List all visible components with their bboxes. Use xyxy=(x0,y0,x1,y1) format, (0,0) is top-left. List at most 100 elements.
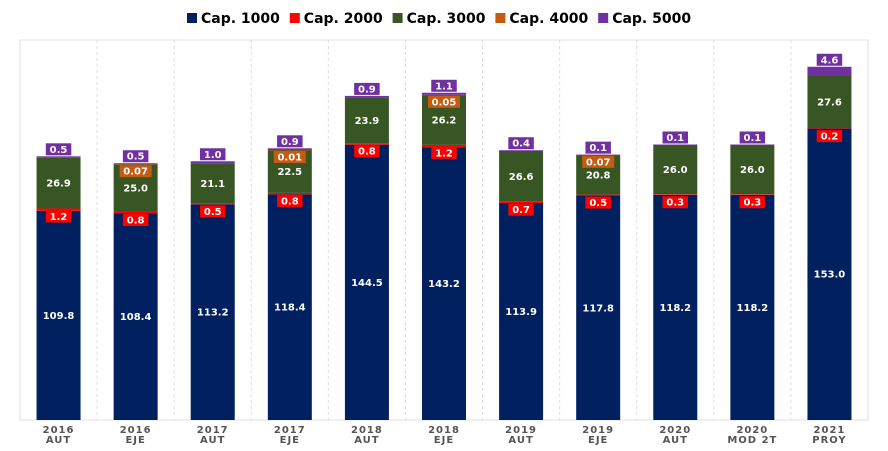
value-label: 0.5 xyxy=(127,152,145,163)
value-label: 0.7 xyxy=(512,205,530,216)
bar-segment xyxy=(113,164,158,165)
legend-label: Cap. 4000 xyxy=(509,11,588,27)
x-tick-label: AUT xyxy=(354,435,379,446)
value-label-box xyxy=(424,277,464,290)
value-label: 27.6 xyxy=(817,97,842,108)
value-label: 113.2 xyxy=(197,308,229,319)
x-tick-label: EJE xyxy=(280,435,300,446)
value-label: 1.1 xyxy=(435,81,453,92)
bar-segment xyxy=(344,95,389,98)
x-tick-label: 2020 xyxy=(659,425,691,436)
value-label: 20.8 xyxy=(586,170,611,181)
bar-segment xyxy=(267,150,312,151)
value-label-box xyxy=(662,196,689,209)
value-label: 0.5 xyxy=(589,198,607,209)
value-label-box xyxy=(428,95,460,108)
value-label-box xyxy=(350,114,383,127)
value-label: 22.5 xyxy=(277,167,302,178)
value-label-box xyxy=(810,268,849,281)
x-tick-label: 2020 xyxy=(736,425,768,436)
value-label: 153.0 xyxy=(814,270,846,281)
bar-segment xyxy=(190,203,235,205)
value-label-box xyxy=(39,309,78,322)
bar-segment xyxy=(267,148,312,151)
value-label-box xyxy=(431,79,457,92)
legend-label: Cap. 3000 xyxy=(407,11,486,27)
value-label-box xyxy=(656,301,695,314)
value-label: 1.2 xyxy=(435,148,453,159)
value-label: 0.9 xyxy=(281,137,299,148)
x-tick-label: AUT xyxy=(46,435,71,446)
value-label-box xyxy=(42,176,75,189)
bar-segment xyxy=(576,154,621,156)
value-label: 118.4 xyxy=(274,303,306,314)
legend-swatch xyxy=(598,13,609,23)
x-tick-label: 2016 xyxy=(43,425,75,436)
value-label-box xyxy=(736,163,769,176)
value-label-box xyxy=(347,276,387,289)
bar-segment xyxy=(422,94,466,96)
value-label-box xyxy=(505,170,538,183)
value-label-box xyxy=(585,196,611,209)
value-label-box xyxy=(508,137,534,150)
x-tick-label: 2017 xyxy=(197,425,229,436)
value-label-box xyxy=(119,165,152,178)
x-tick-label: EJE xyxy=(588,435,608,446)
value-label-box xyxy=(739,196,766,209)
bar-segment xyxy=(653,144,698,145)
value-label: 0.2 xyxy=(821,132,839,143)
x-tick-label: AUT xyxy=(663,435,688,446)
legend-swatch xyxy=(187,13,197,23)
value-label: 1.0 xyxy=(204,150,222,161)
value-label: 26.9 xyxy=(46,178,71,189)
value-label: 118.2 xyxy=(659,303,691,314)
legend-label: Cap. 2000 xyxy=(304,11,383,27)
value-label: 0.4 xyxy=(512,139,530,150)
bar-segment xyxy=(36,156,81,158)
value-label-box xyxy=(122,150,149,163)
value-label-box xyxy=(733,301,772,314)
value-label: 0.8 xyxy=(127,215,145,226)
value-label-box xyxy=(273,151,306,164)
value-label: 26.0 xyxy=(663,165,688,176)
value-label: 109.8 xyxy=(43,311,75,322)
value-label-box xyxy=(354,145,380,158)
value-label: 0.3 xyxy=(666,198,684,209)
value-label-box xyxy=(270,301,310,314)
value-label-box xyxy=(582,168,615,181)
x-tick-label: PROY xyxy=(812,435,846,446)
x-tick-label: 2018 xyxy=(351,425,383,436)
value-label: 0.07 xyxy=(586,157,611,168)
value-label-box xyxy=(582,155,615,168)
value-label: 4.6 xyxy=(821,55,839,66)
value-label: 0.8 xyxy=(281,196,299,207)
x-tick-label: EJE xyxy=(125,435,145,446)
value-label: 117.8 xyxy=(582,303,614,314)
value-label-box xyxy=(739,131,766,144)
x-tick-label: 2017 xyxy=(274,425,306,436)
value-label: 0.8 xyxy=(358,147,376,158)
value-label-box xyxy=(199,205,226,218)
value-label: 21.1 xyxy=(200,179,225,190)
bar-segment xyxy=(653,194,698,195)
value-label-box xyxy=(662,131,689,144)
value-label: 0.3 xyxy=(744,198,762,209)
value-label-box xyxy=(277,135,303,148)
bar-segment xyxy=(267,192,312,195)
value-label: 0.05 xyxy=(432,97,457,108)
value-label: 0.01 xyxy=(277,153,302,164)
x-tick-label: 2019 xyxy=(582,425,614,436)
x-tick-label: 2019 xyxy=(505,425,537,436)
bar-segment xyxy=(422,144,466,148)
x-tick-label: 2018 xyxy=(428,425,460,436)
bar-segment xyxy=(807,66,852,76)
value-label: 0.5 xyxy=(204,207,222,218)
value-label: 144.5 xyxy=(351,278,383,289)
value-label-box xyxy=(431,146,457,159)
value-label: 118.2 xyxy=(737,303,769,314)
bar-segment xyxy=(730,144,775,145)
legend-label: Cap. 1000 xyxy=(201,11,280,27)
value-label: 113.9 xyxy=(505,307,537,318)
value-label-box xyxy=(659,163,692,176)
